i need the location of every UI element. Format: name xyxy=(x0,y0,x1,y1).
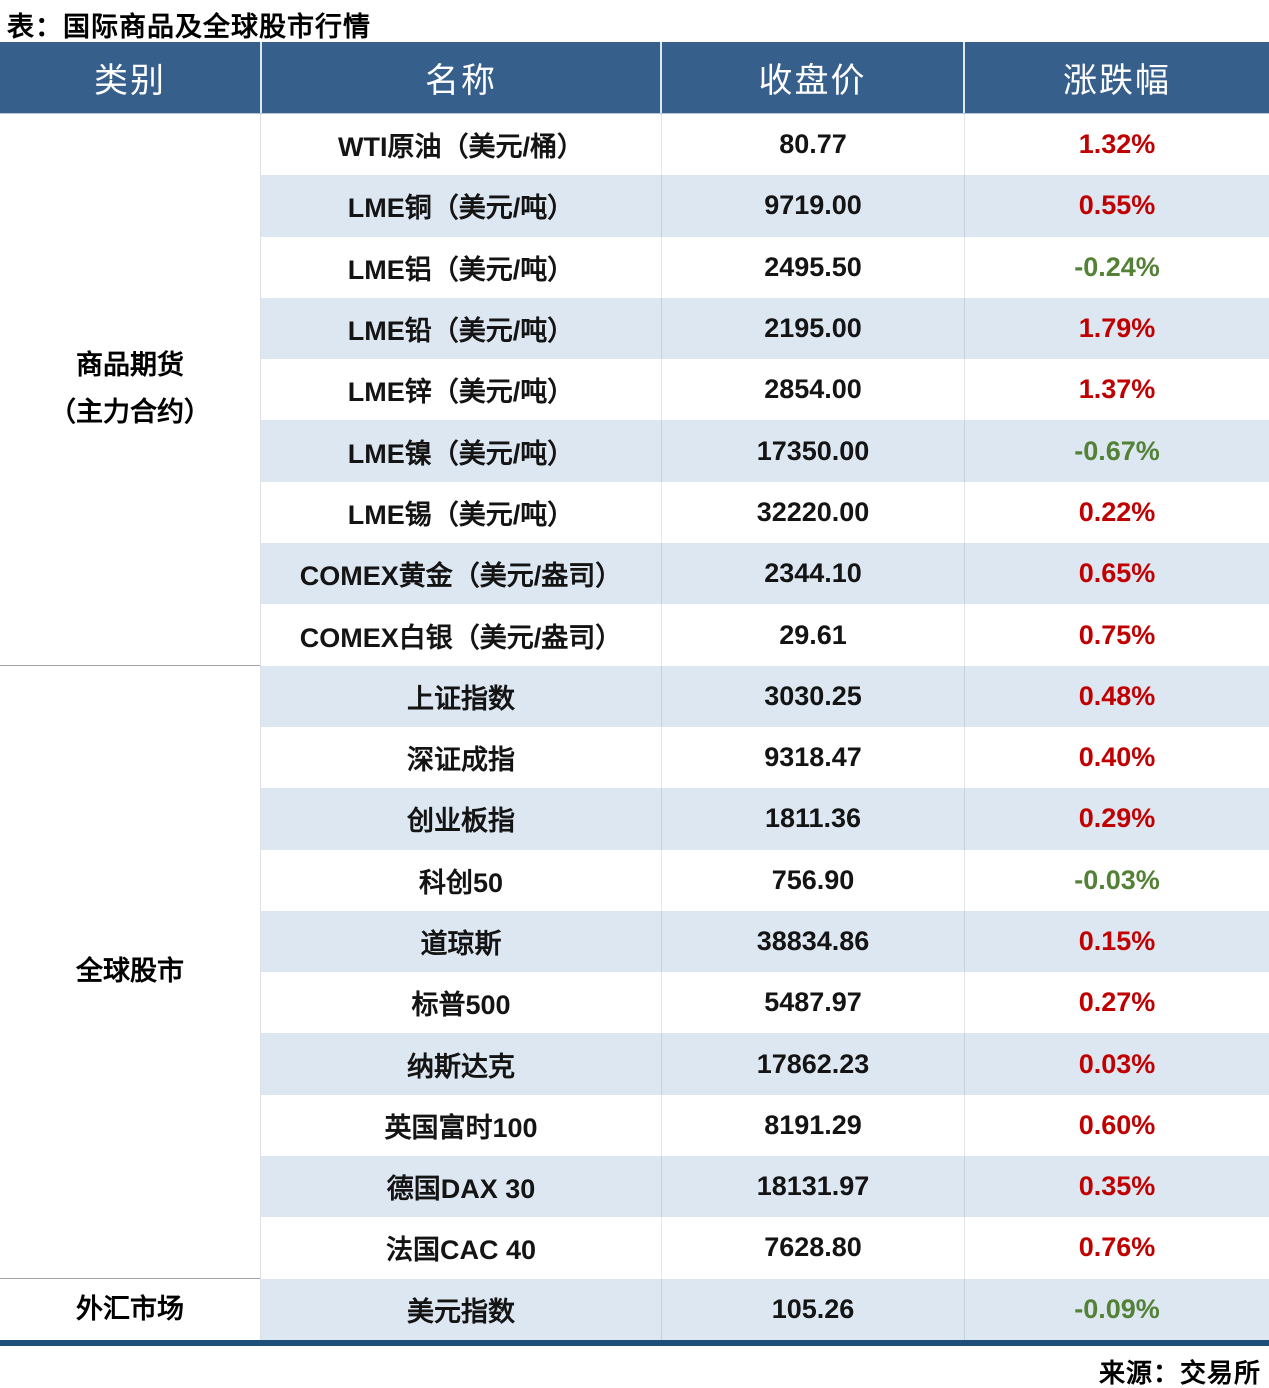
source-note: 来源：交易所 xyxy=(1098,1358,1261,1388)
instrument-name-cell: LME锌（美元/吨） xyxy=(347,377,575,408)
close-price-cell: 2344.10 xyxy=(661,543,964,605)
instrument-name-cell: 德国DAX 30 xyxy=(386,1174,536,1205)
instrument-name-cell: 科创50 xyxy=(418,867,504,898)
close-price-cell: 9318.47 xyxy=(661,726,964,789)
change-percent-cell: 0.15% xyxy=(964,910,1269,973)
table-row: 深证成指 9318.47 0.40% xyxy=(261,726,1269,789)
instrument-name-cell: COMEX白银（美元/盎司） xyxy=(299,622,623,653)
close-price-cell: 17350.00 xyxy=(661,420,964,482)
change-percent-cell: 0.75% xyxy=(964,604,1269,666)
close-price-cell: 756.90 xyxy=(661,849,964,911)
header-cell-category: 类别 xyxy=(94,63,166,100)
change-percent-cell: 0.48% xyxy=(964,665,1269,727)
category-label-line: 全球股市 xyxy=(76,956,184,987)
category-column: 商品期货 （主力合约） 全球股市 外汇市场 xyxy=(0,114,260,1340)
change-percent-cell: -0.09% xyxy=(964,1278,1269,1340)
instrument-name-cell: LME铅（美元/吨） xyxy=(347,316,575,347)
change-percent-cell: 0.65% xyxy=(964,543,1269,605)
instrument-name-cell: 上证指数 xyxy=(407,683,515,714)
change-percent-cell: 0.76% xyxy=(964,1217,1269,1279)
instrument-name-cell: LME镍（美元/吨） xyxy=(347,438,575,469)
change-percent-cell: -0.24% xyxy=(964,236,1269,298)
table-row: 创业板指 1811.36 0.29% xyxy=(261,788,1269,850)
change-percent-cell: 0.27% xyxy=(964,972,1269,1034)
close-price-cell: 80.77 xyxy=(661,114,964,176)
table-row: LME铜（美元/吨） 9719.00 0.55% xyxy=(261,175,1269,237)
close-price-cell: 38834.86 xyxy=(661,910,964,973)
table-row: LME镍（美元/吨） 17350.00 -0.67% xyxy=(261,420,1269,482)
table-row: 英国富时100 8191.29 0.60% xyxy=(261,1094,1269,1157)
close-price-cell: 2195.00 xyxy=(661,297,964,360)
table-row: WTI原油（美元/桶） 80.77 1.32% xyxy=(261,114,1269,176)
table-row: 上证指数 3030.25 0.48% xyxy=(261,665,1269,727)
table-row: 道琼斯 38834.86 0.15% xyxy=(261,910,1269,973)
change-percent-cell: -0.03% xyxy=(964,849,1269,911)
instrument-name-cell: 英国富时100 xyxy=(384,1112,538,1143)
close-price-cell: 18131.97 xyxy=(661,1156,964,1218)
data-rows: WTI原油（美元/桶） 80.77 1.32% LME铜（美元/吨） 9719.00 0.… xyxy=(260,114,1269,1340)
table-row: 德国DAX 30 18131.97 0.35% xyxy=(261,1156,1269,1218)
change-percent-cell: 1.37% xyxy=(964,359,1269,421)
change-percent-cell: 0.60% xyxy=(964,1094,1269,1157)
table-row: 法国CAC 40 7628.80 0.76% xyxy=(261,1217,1269,1279)
instrument-name-cell: LME铜（美元/吨） xyxy=(347,193,575,224)
instrument-name-cell: 道琼斯 xyxy=(420,929,502,959)
close-price-cell: 32220.00 xyxy=(661,481,964,544)
close-price-cell: 7628.80 xyxy=(661,1217,964,1279)
instrument-name-cell: WTI原油（美元/桶） xyxy=(338,132,584,163)
table-row: 美元指数 105.26 -0.09% xyxy=(261,1278,1269,1340)
instrument-name-cell: 美元指数 xyxy=(407,1296,515,1327)
change-percent-cell: 0.40% xyxy=(964,726,1269,789)
change-percent-cell: 0.03% xyxy=(964,1033,1269,1095)
instrument-name-cell: 创业板指 xyxy=(407,806,515,837)
page-title: 表：国际商品及全球股市行情 xyxy=(7,12,371,42)
header-cell-name: 名称 xyxy=(260,42,660,113)
close-price-cell: 1811.36 xyxy=(661,788,964,850)
change-percent-cell: -0.67% xyxy=(964,420,1269,482)
table-row: LME铅（美元/吨） 2195.00 1.79% xyxy=(261,297,1269,360)
close-price-cell: 2495.50 xyxy=(661,236,964,298)
change-percent-cell: 1.32% xyxy=(964,114,1269,176)
instrument-name-cell: LME铝（美元/吨） xyxy=(347,254,575,285)
instrument-name-cell: LME锡（美元/吨） xyxy=(347,499,575,530)
change-percent-cell: 0.35% xyxy=(964,1156,1269,1218)
close-price-cell: 105.26 xyxy=(661,1278,964,1340)
instrument-name-cell: COMEX黄金（美元/盎司） xyxy=(299,561,623,592)
table-row: LME锌（美元/吨） 2854.00 1.37% xyxy=(261,359,1269,421)
table-row: 科创50 756.90 -0.03% xyxy=(261,849,1269,911)
close-price-cell: 2854.00 xyxy=(661,359,964,421)
change-percent-cell: 0.22% xyxy=(964,481,1269,544)
category-label-line: 商品期货 xyxy=(76,350,184,381)
instrument-name-cell: 标普500 xyxy=(411,990,511,1021)
close-price-cell: 3030.25 xyxy=(661,665,964,727)
category-cell-global-stocks: 全球股市 xyxy=(0,664,260,1278)
table-row: LME锡（美元/吨） 32220.00 0.22% xyxy=(261,481,1269,544)
header-cell-change: 涨跌幅 xyxy=(963,42,1269,113)
table-row: COMEX白银（美元/盎司） 29.61 0.75% xyxy=(261,604,1269,666)
table-header-row: 类别 名称 收盘价 涨跌幅 xyxy=(0,42,1269,114)
table-row: LME铝（美元/吨） 2495.50 -0.24% xyxy=(261,236,1269,298)
close-price-cell: 5487.97 xyxy=(661,972,964,1034)
market-table: 类别 名称 收盘价 涨跌幅 商品期货 （主力合约） 全球股市 外汇市场 WTI原… xyxy=(0,42,1269,1346)
close-price-cell: 9719.00 xyxy=(661,175,964,237)
header-cell-close: 收盘价 xyxy=(660,42,963,113)
table-row: 标普500 5487.97 0.27% xyxy=(261,972,1269,1034)
instrument-name-cell: 法国CAC 40 xyxy=(385,1235,537,1266)
table-body: 商品期货 （主力合约） 全球股市 外汇市场 WTI原油（美元/桶） 80.77 1.… xyxy=(0,114,1269,1340)
close-price-cell: 8191.29 xyxy=(661,1094,964,1157)
table-row: COMEX黄金（美元/盎司） 2344.10 0.65% xyxy=(261,543,1269,605)
category-cell-fx-market: 外汇市场 xyxy=(0,1277,260,1340)
change-percent-cell: 1.79% xyxy=(964,297,1269,360)
close-price-cell: 29.61 xyxy=(661,604,964,666)
category-label-line: 外汇市场 xyxy=(76,1293,184,1324)
change-percent-cell: 0.55% xyxy=(964,175,1269,237)
category-cell-commodity-futures: 商品期货 （主力合约） xyxy=(0,114,260,665)
change-percent-cell: 0.29% xyxy=(964,788,1269,850)
table-row: 纳斯达克 17862.23 0.03% xyxy=(261,1033,1269,1095)
category-label-line: （主力合约） xyxy=(49,397,211,428)
instrument-name-cell: 深证成指 xyxy=(407,745,515,776)
instrument-name-cell: 纳斯达克 xyxy=(407,1051,515,1082)
close-price-cell: 17862.23 xyxy=(661,1033,964,1095)
